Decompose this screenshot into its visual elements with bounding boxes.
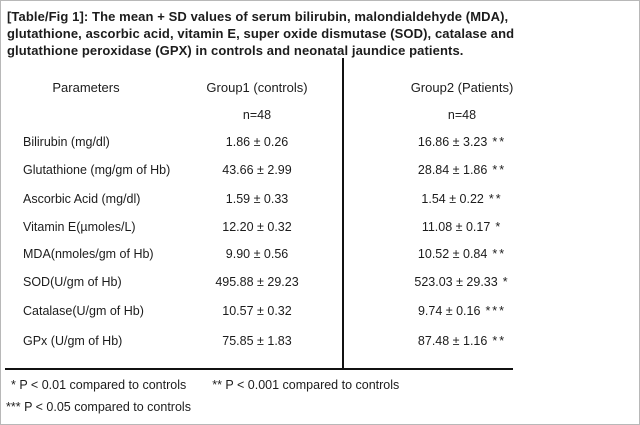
footnote-p001: * P < 0.01 compared to controls bbox=[11, 378, 187, 392]
group2-value: 11.08 ± 0.17 bbox=[421, 220, 491, 234]
group2-value: 9.74 ± 0.16 bbox=[417, 304, 481, 318]
significance-marker: ** bbox=[488, 192, 503, 206]
param-label: Vitamin E(µmoles/L) bbox=[23, 220, 136, 234]
group1-value: 12.20 ± 0.32 bbox=[222, 220, 292, 234]
group2-sample-size: n=48 bbox=[447, 108, 477, 122]
param-label: MDA(nmoles/gm of Hb) bbox=[23, 247, 154, 261]
table-row: Glutathione (mg/gm of Hb) 43.66 ± 2.99 2… bbox=[1, 160, 601, 180]
table-row: Vitamin E(µmoles/L) 12.20 ± 0.32 11.08 ±… bbox=[1, 217, 601, 237]
group1-value: 495.88 ± 29.23 bbox=[215, 275, 299, 289]
group2-value: 1.54 ± 0.22 bbox=[421, 192, 484, 206]
table-row: MDA(nmoles/gm of Hb) 9.90 ± 0.56 10.52 ±… bbox=[1, 244, 601, 264]
group1-value: 1.59 ± 0.33 bbox=[225, 192, 289, 206]
significance-marker: * bbox=[502, 275, 510, 289]
column-divider-line bbox=[342, 58, 344, 369]
significance-marker: *** bbox=[485, 304, 507, 318]
significance-marker: ** bbox=[492, 334, 507, 348]
group1-value: 75.85 ± 1.83 bbox=[222, 334, 292, 348]
header-group1: Group1 (controls) bbox=[206, 79, 308, 95]
footnote-p0001: ** P < 0.001 compared to controls bbox=[212, 378, 400, 392]
significance-marker: ** bbox=[492, 135, 507, 149]
group2-value: 16.86 ± 3.23 bbox=[417, 135, 488, 149]
table-row: SOD(U/gm of Hb) 495.88 ± 29.23 523.03 ± … bbox=[1, 272, 601, 292]
param-label: SOD(U/gm of Hb) bbox=[23, 275, 122, 289]
group1-sample-size: n=48 bbox=[242, 108, 272, 122]
header-parameters: Parameters bbox=[52, 79, 120, 95]
table-row: Bilirubin (mg/dl) 1.86 ± 0.26 16.86 ± 3.… bbox=[1, 132, 601, 152]
figure-title: [Table/Fig 1]: The mean + SD values of s… bbox=[7, 9, 515, 58]
table-bottom-rule bbox=[5, 368, 513, 370]
footnote-line-2: *** P < 0.05 compared to controls bbox=[6, 400, 191, 414]
table-row: Ascorbic Acid (mg/dl) 1.59 ± 0.33 1.54 ±… bbox=[1, 189, 601, 209]
footnote-p005: *** P < 0.05 compared to controls bbox=[6, 400, 191, 414]
table-header-row: Parameters Group1 (controls) Group2 (Pat… bbox=[1, 77, 601, 97]
param-label: Bilirubin (mg/dl) bbox=[23, 135, 110, 149]
table-subheader-row: n=48 n=48 bbox=[1, 105, 601, 125]
group1-value: 10.57 ± 0.32 bbox=[222, 304, 292, 318]
param-label: Glutathione (mg/gm of Hb) bbox=[23, 163, 171, 177]
param-label: Catalase(U/gm of Hb) bbox=[23, 304, 144, 318]
group2-value: 28.84 ± 1.86 bbox=[417, 163, 488, 177]
table-row: GPx (U/gm of Hb) 75.85 ± 1.83 87.48 ± 1.… bbox=[1, 331, 601, 351]
group1-value: 43.66 ± 2.99 bbox=[222, 163, 292, 177]
group1-value: 1.86 ± 0.26 bbox=[225, 135, 289, 149]
footnote-line-1: * P < 0.01 compared to controls ** P < 0… bbox=[11, 378, 399, 392]
group1-value: 9.90 ± 0.56 bbox=[225, 247, 289, 261]
group2-value: 10.52 ± 0.84 bbox=[417, 247, 488, 261]
group2-value: 87.48 ± 1.16 bbox=[417, 334, 488, 348]
param-label: GPx (U/gm of Hb) bbox=[23, 334, 123, 348]
group2-value: 523.03 ± 29.33 bbox=[414, 275, 498, 289]
param-label: Ascorbic Acid (mg/dl) bbox=[23, 192, 141, 206]
table-row: Catalase(U/gm of Hb) 10.57 ± 0.32 9.74 ±… bbox=[1, 301, 601, 321]
header-group2: Group2 (Patients) bbox=[410, 79, 514, 95]
significance-marker: ** bbox=[492, 247, 507, 261]
significance-marker: * bbox=[495, 220, 503, 234]
significance-marker: ** bbox=[492, 163, 507, 177]
